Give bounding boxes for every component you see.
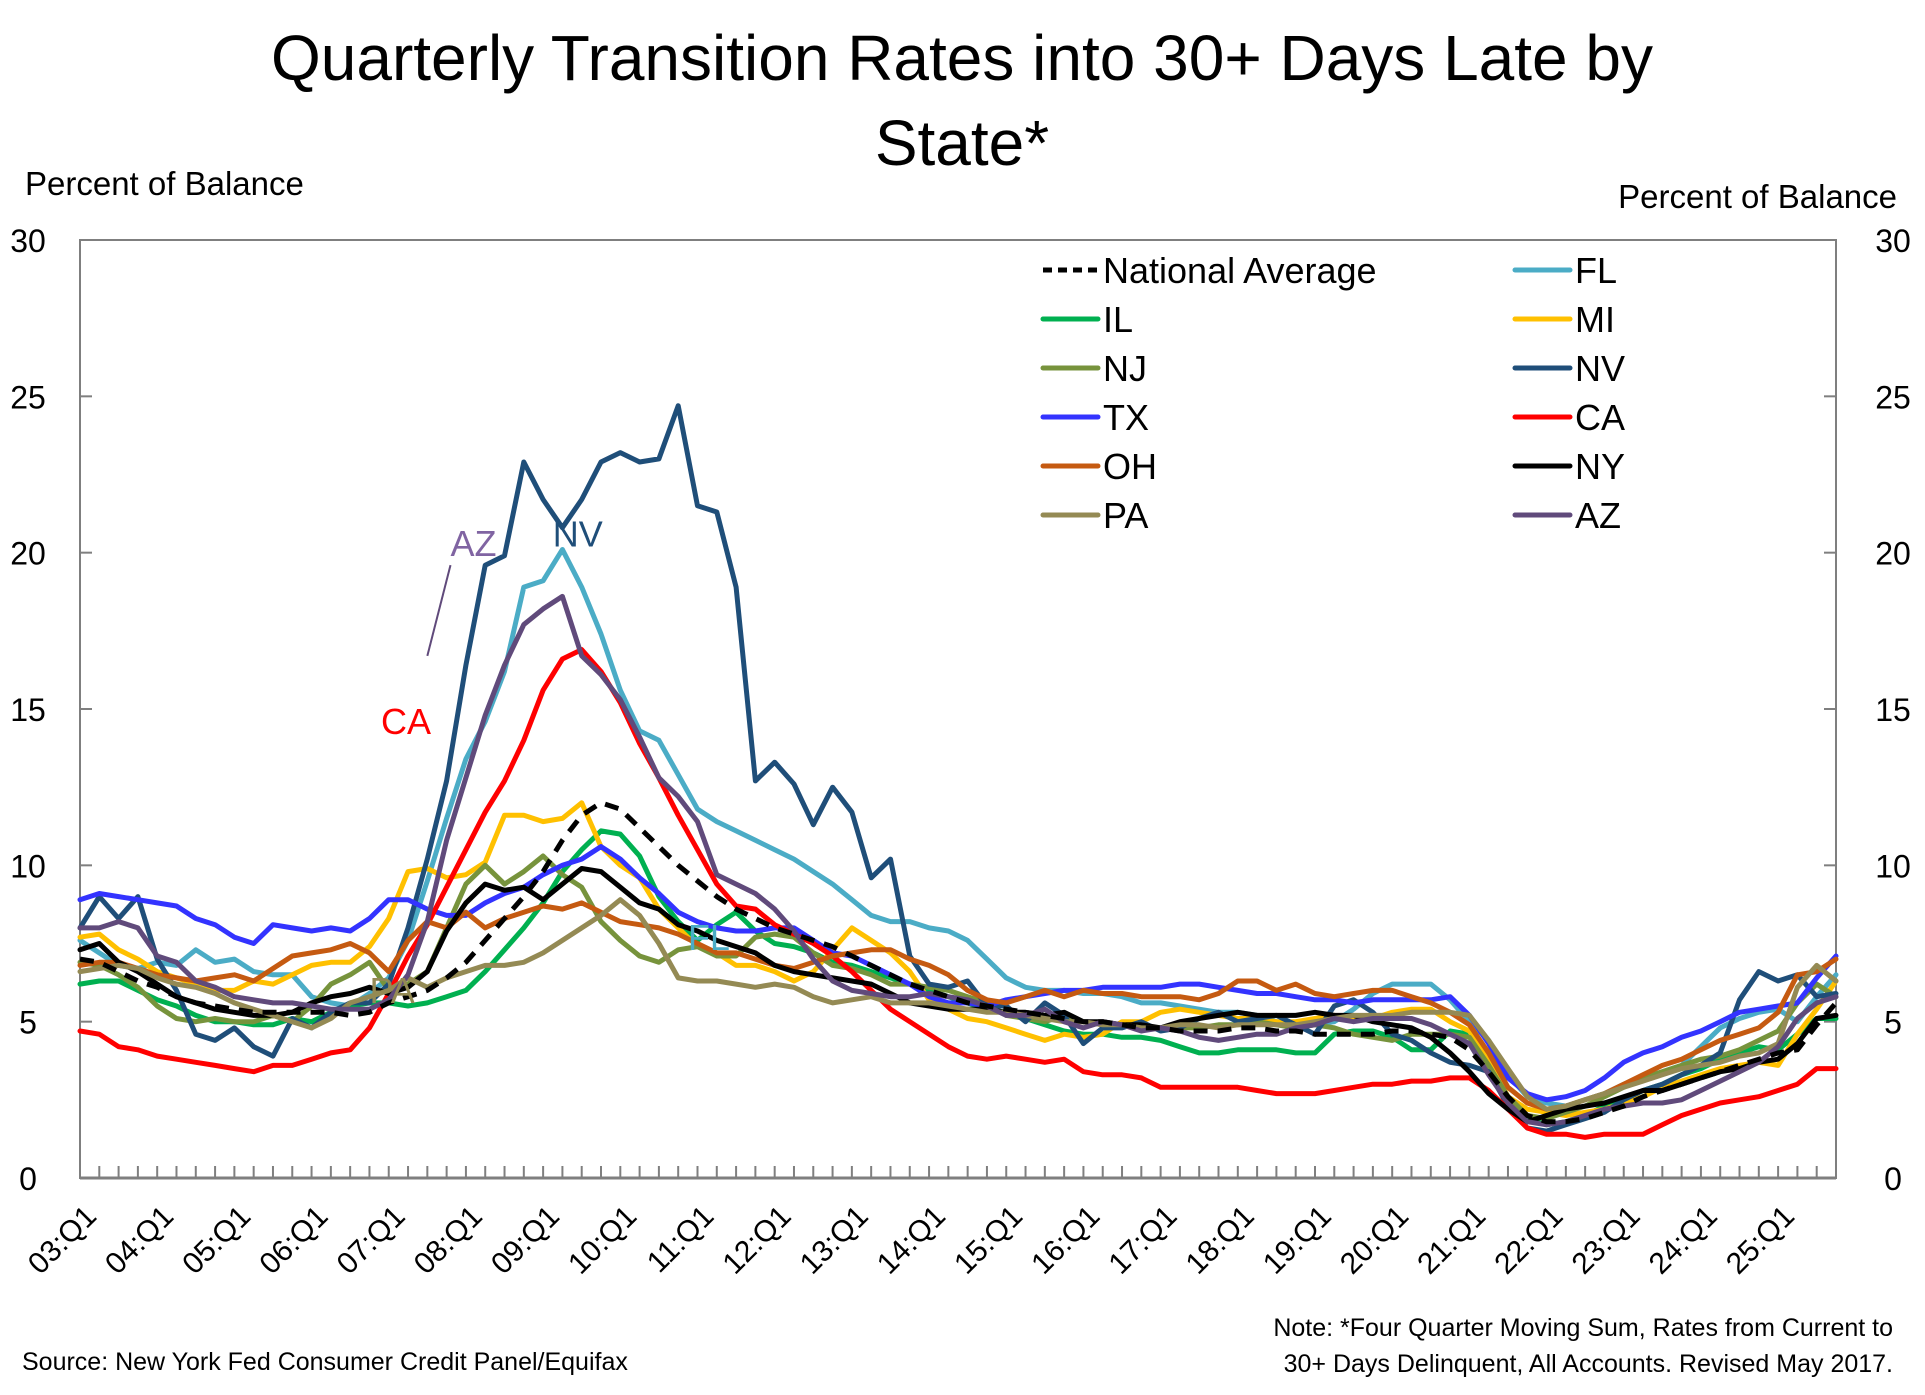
y-tick-label-left: 5 bbox=[19, 1005, 37, 1041]
x-tick-label: 12:Q1 bbox=[717, 1200, 798, 1281]
legend-label-fl: FL bbox=[1575, 250, 1617, 291]
y-tick-label-right: 5 bbox=[1884, 1005, 1902, 1041]
series-lines bbox=[77, 403, 1839, 1140]
x-tick-label: 22:Q1 bbox=[1488, 1200, 1569, 1281]
series-line-nv bbox=[77, 403, 1839, 1134]
x-tick-label: 15:Q1 bbox=[948, 1200, 1029, 1281]
x-tick-label: 23:Q1 bbox=[1566, 1200, 1647, 1281]
legend-label-pa: PA bbox=[1103, 495, 1148, 536]
x-tick-label: 04:Q1 bbox=[99, 1200, 180, 1281]
legend-label-national-average: National Average bbox=[1103, 250, 1377, 291]
x-tick-label: 05:Q1 bbox=[176, 1200, 257, 1281]
legend-label-tx: TX bbox=[1103, 397, 1149, 438]
legend-label-az: AZ bbox=[1575, 495, 1621, 536]
x-tick-label: 18:Q1 bbox=[1180, 1200, 1261, 1281]
series-line-nj bbox=[77, 853, 1839, 1122]
series-line-pa bbox=[77, 897, 1839, 1112]
legend: National Average IL NJ TX OH PA FL MI NV CA NY AZ bbox=[1040, 250, 1625, 536]
x-tick-label: 19:Q1 bbox=[1257, 1200, 1338, 1281]
x-tick-label: 11:Q1 bbox=[641, 1200, 721, 1280]
x-tick-label: 07:Q1 bbox=[331, 1200, 412, 1281]
x-tick-label: 03:Q1 bbox=[22, 1200, 103, 1281]
x-tick-label: 20:Q1 bbox=[1334, 1200, 1415, 1281]
y-tick-label-left: 0 bbox=[19, 1161, 37, 1197]
footnote-line-2: 30+ Days Delinquent, All Accounts. Revis… bbox=[1284, 1350, 1893, 1378]
chart-title-line-1: Quarterly Transition Rates into 30+ Days… bbox=[271, 22, 1653, 94]
legend-label-oh: OH bbox=[1103, 446, 1157, 487]
series-line-mi bbox=[77, 800, 1839, 1118]
series-line-fl bbox=[77, 547, 1839, 1109]
y-tick-label-left: 20 bbox=[10, 536, 46, 572]
y-axis-label-left: Percent of Balance bbox=[25, 165, 304, 202]
y-tick-label-right: 15 bbox=[1875, 692, 1911, 728]
annotation-pa: PA bbox=[369, 970, 414, 1011]
legend-label-ny: NY bbox=[1575, 446, 1625, 487]
x-tick-label: 14:Q1 bbox=[871, 1200, 952, 1281]
x-tick-label: 25:Q1 bbox=[1720, 1200, 1801, 1281]
legend-label-mi: MI bbox=[1575, 299, 1615, 340]
x-tick-label: 10:Q1 bbox=[562, 1200, 643, 1281]
x-tick-label: 16:Q1 bbox=[1025, 1200, 1106, 1281]
chart-title-line-2: State* bbox=[875, 107, 1049, 179]
series-line-tx bbox=[77, 844, 1839, 1103]
annotation-az: AZ bbox=[450, 523, 496, 564]
x-tick-label: 24:Q1 bbox=[1643, 1200, 1724, 1281]
annotation-fl: FL bbox=[688, 917, 730, 958]
y-tick-label-left: 15 bbox=[10, 692, 46, 728]
series-line-national-average bbox=[79, 800, 1838, 1125]
x-tick-label: 06:Q1 bbox=[253, 1200, 334, 1281]
y-axis: 0 0 5 5 10 10 15 15 20 20 25 25 30 30 bbox=[10, 223, 1911, 1197]
y-tick-label-left: 30 bbox=[10, 223, 46, 259]
x-axis: 03:Q104:Q105:Q106:Q107:Q108:Q109:Q110:Q1… bbox=[22, 1166, 1837, 1281]
legend-label-nv: NV bbox=[1575, 348, 1625, 389]
plot-frame bbox=[79, 239, 1837, 1179]
x-tick-label: 09:Q1 bbox=[485, 1200, 566, 1281]
y-tick-label-right: 10 bbox=[1875, 848, 1911, 884]
y-tick-label-right: 20 bbox=[1875, 536, 1911, 572]
x-tick-label: 21:Q1 bbox=[1411, 1200, 1492, 1281]
annotation-ca: CA bbox=[381, 701, 431, 742]
y-tick-label-left: 25 bbox=[10, 379, 46, 415]
y-tick-label-right: 25 bbox=[1875, 379, 1911, 415]
y-axis-label-right: Percent of Balance bbox=[1618, 178, 1897, 215]
legend-label-il: IL bbox=[1103, 299, 1133, 340]
source-note: Source: New York Fed Consumer Credit Pan… bbox=[22, 1348, 628, 1376]
legend-label-nj: NJ bbox=[1103, 348, 1147, 389]
plot-area bbox=[79, 239, 1837, 1180]
annotations: NV AZ CA FL PA bbox=[369, 513, 729, 1010]
series-line-az bbox=[77, 593, 1839, 1128]
annotation-nv: NV bbox=[553, 513, 603, 554]
y-tick-label-left: 10 bbox=[10, 848, 46, 884]
legend-label-ca: CA bbox=[1575, 397, 1625, 438]
y-tick-label-right: 30 bbox=[1875, 223, 1911, 259]
footnote-line-1: Note: *Four Quarter Moving Sum, Rates fr… bbox=[1273, 1314, 1893, 1342]
x-tick-label: 13:Q1 bbox=[794, 1200, 875, 1281]
series-line-ca bbox=[77, 647, 1839, 1140]
x-tick-label: 17:Q1 bbox=[1102, 1200, 1183, 1281]
y-tick-label-right: 0 bbox=[1884, 1161, 1902, 1197]
az-callout-line bbox=[426, 564, 452, 657]
x-tick-label: 08:Q1 bbox=[408, 1200, 489, 1281]
